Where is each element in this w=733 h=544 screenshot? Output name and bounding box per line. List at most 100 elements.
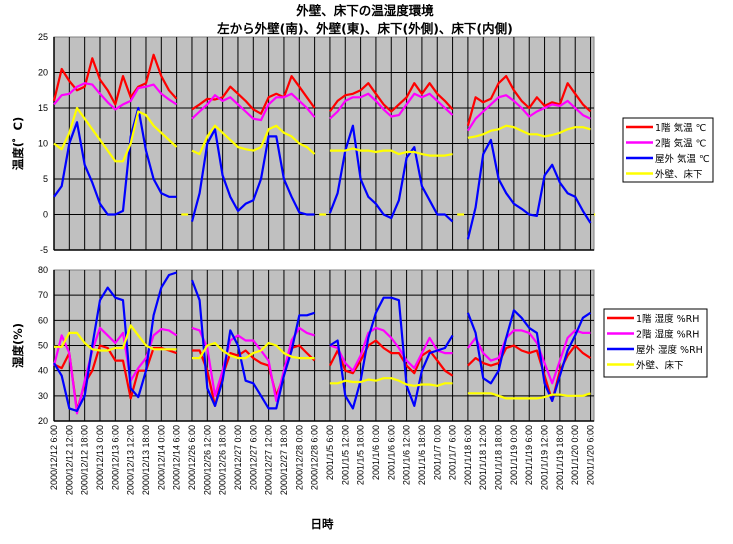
- legend-label: 1階 気温 ℃: [655, 122, 707, 134]
- y-tick-label: 20: [38, 68, 48, 78]
- x-tick-label: 2001/1/20 6:00: [586, 425, 596, 485]
- x-tick-label: 2001/1/20 0:00: [570, 425, 580, 485]
- x-tick-label: 2000/12/12 12:00: [64, 425, 74, 495]
- y-tick-label: 50: [38, 341, 48, 351]
- y-tick-label: 20: [38, 416, 48, 426]
- x-tick-label: 2000/12/26 18:00: [218, 425, 228, 495]
- series-line-3-group-4: [466, 309, 592, 402]
- y-tick-label: 30: [38, 391, 48, 401]
- series-line-1-group-2: [192, 344, 316, 407]
- y-tick-label: 40: [38, 366, 48, 376]
- y-tick-label: 15: [38, 103, 48, 113]
- x-tick-label: 2001/1/19 0:00: [509, 425, 519, 485]
- legend-label: 屋外 湿度 %RH: [636, 344, 703, 356]
- y-tick-label: 25: [38, 32, 48, 42]
- series-line-4-group-1: [54, 324, 177, 352]
- y-axis-title: 湿度(%): [11, 323, 25, 368]
- x-tick-label: 2001/1/18 6:00: [463, 425, 473, 485]
- y-tick-label: -5: [40, 245, 48, 255]
- x-tick-label: 2000/12/26 12:00: [202, 425, 212, 495]
- series-line-1-group-3: [328, 339, 454, 377]
- x-tick-label: 2001/1/6 18:00: [417, 425, 427, 485]
- x-tick-label: 2000/12/13 6:00: [110, 425, 120, 490]
- legend-label: 1階 湿度 %RH: [636, 313, 699, 325]
- series-line-1-group-4: [467, 344, 592, 402]
- series-line-4-group-4: [467, 124, 591, 139]
- x-tick-labels: 2000/12/12 6:00 2000/12/12 12:00 2000/12/1…: [49, 425, 596, 495]
- series-line-2-group-3: [329, 92, 454, 120]
- y-tick-label: 70: [38, 290, 48, 300]
- series-line-3-group-2: [190, 279, 315, 410]
- legend-label: 外壁、床下: [636, 360, 684, 372]
- x-tick-label: 2001/1/19 18:00: [555, 425, 565, 490]
- series-line-2-group-4: [467, 329, 591, 385]
- x-tick-label: 2001/1/5 12:00: [340, 425, 350, 485]
- x-tick-label: 2001/1/18 18:00: [494, 425, 504, 490]
- series-line-3-group-1: [53, 271, 177, 412]
- x-tick-label: 2001/1/7 0:00: [432, 425, 442, 480]
- series-line-3-group-2: [190, 128, 315, 222]
- legend-label: 2階 湿度 %RH: [636, 329, 699, 341]
- y-axis-title: 温度(゜C): [11, 117, 25, 170]
- series-line-2-group-1: [52, 326, 178, 415]
- series-line-2-group-2: [191, 92, 316, 122]
- x-tick-label: 2000/12/28 0:00: [294, 425, 304, 490]
- series-line-4-group-1: [53, 106, 178, 163]
- legend: 1階 湿度 %RH 2階 湿度 %RH 屋外 湿度 %RH 外壁、床下: [603, 308, 708, 378]
- x-tick-label: 2000/12/12 6:00: [49, 425, 59, 490]
- legend: 1階 気温 ℃ 2階 気温 ℃ 屋外 気温 ℃ 外壁、床下: [622, 117, 714, 183]
- x-tick-label: 2000/12/28 6:00: [310, 425, 320, 490]
- panel-humidity: 80 70 60 50 40 30 20 湿度(%): [11, 265, 595, 426]
- x-tick-label: 2000/12/27 18:00: [279, 425, 289, 495]
- x-tick-label: 2000/12/13 18:00: [141, 425, 151, 495]
- series-line-3-group-3: [328, 124, 454, 223]
- chart-title: 外壁、床下の温湿度環境: [295, 3, 434, 18]
- series-line-1-group-3: [329, 82, 454, 113]
- x-axis-title: 日時: [311, 517, 334, 531]
- series-line-3-group-1: [53, 106, 177, 216]
- x-tick-label: 2001/1/6 12:00: [402, 425, 412, 485]
- series-line-2-group-4: [466, 94, 591, 132]
- series-line-1-group-4: [466, 74, 592, 126]
- y-tick-label: 5: [43, 174, 48, 184]
- y-tick-label: 0: [43, 210, 48, 220]
- legend-label: 2階 気温 ℃: [655, 138, 707, 150]
- legend-label: 外壁、床下: [655, 169, 703, 181]
- y-tick-label: 10: [38, 139, 48, 149]
- legend-box: [622, 117, 714, 183]
- y-tick-label: 80: [38, 265, 48, 275]
- series-line-4-group-2: [192, 341, 315, 360]
- x-tick-label: 2001/1/19 6:00: [524, 425, 534, 485]
- x-tick-label: 2000/12/27 0:00: [233, 425, 243, 490]
- series-line-4-group-3: [329, 147, 453, 157]
- x-tick-label: 2000/12/14 0:00: [156, 425, 166, 490]
- x-tick-label: 2001/1/18 12:00: [478, 425, 488, 490]
- x-tick-label: 2000/12/13 12:00: [126, 425, 136, 495]
- x-tick-label: 2000/12/26 6:00: [187, 425, 197, 490]
- series-line-4-group-4: [467, 392, 591, 400]
- panel-temperature: 25 20 15 10 5 0 -5 温度(゜C): [11, 32, 596, 255]
- x-tick-label: 2001/1/7 6:00: [448, 425, 458, 480]
- series-line-1-group-1: [52, 53, 178, 106]
- x-tick-label: 2001/1/19 12:00: [540, 425, 550, 490]
- y-tick-label: 60: [38, 315, 48, 325]
- x-tick-label: 2001/1/5 6:00: [325, 425, 335, 480]
- x-tick-label: 2000/12/27 6:00: [248, 425, 258, 490]
- legend-label: 屋外 気温 ℃: [655, 153, 710, 165]
- series-line-2-group-3: [329, 326, 453, 372]
- x-tick-label: 2001/1/6 0:00: [371, 425, 381, 480]
- chart-subtitle: 左から外壁(南)、外壁(東)、床下(外側)、床下(内側): [216, 21, 513, 36]
- x-tick-label: 2001/1/6 6:00: [386, 425, 396, 480]
- x-tick-label: 2000/12/12 18:00: [80, 425, 90, 495]
- x-tick-label: 2000/12/13 0:00: [95, 425, 105, 490]
- series-line-2-group-1: [53, 82, 178, 111]
- series-line-3-group-3: [329, 296, 454, 410]
- x-tick-label: 2000/12/27 12:00: [264, 425, 274, 495]
- series-line-4-group-3: [329, 377, 453, 387]
- series-line-3-group-4: [466, 138, 592, 240]
- x-tick-label: 2000/12/14 6:00: [172, 425, 182, 490]
- series-line-4-group-2: [191, 124, 316, 156]
- x-tick-label: 2001/1/5 18:00: [356, 425, 366, 485]
